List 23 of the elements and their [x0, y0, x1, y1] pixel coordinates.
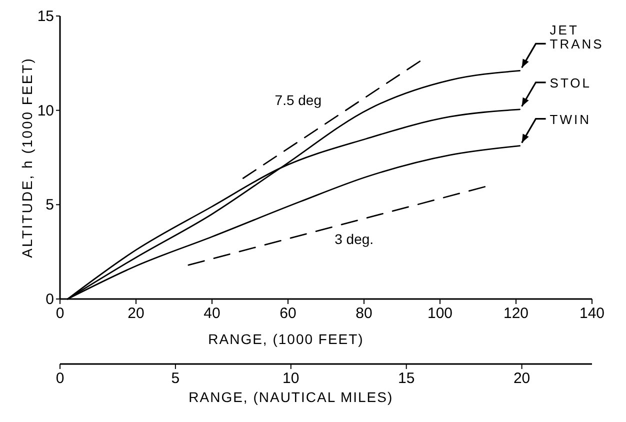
text: TWIN [550, 112, 592, 127]
series-label: 7.5 deg [274, 92, 322, 108]
y-tick-label: 15 [37, 8, 54, 25]
y-tick-label: 0 [46, 291, 54, 308]
x-tick-label: 120 [503, 305, 529, 322]
y-axis-title: ALTITUDE, h (1000 FEET) [19, 57, 35, 258]
x2-tick-label: 15 [398, 370, 415, 387]
x-tick-label: 100 [427, 305, 453, 322]
x2-tick-label: 20 [513, 370, 530, 387]
x2-tick-label: 5 [171, 370, 180, 387]
x-tick-label: 140 [579, 305, 605, 322]
series-label: 3 deg. [334, 230, 374, 247]
x2-axis-title: RANGE, (NAUTICAL MILES) [188, 389, 394, 405]
x-tick-label: 60 [280, 305, 296, 322]
x2-tick-label: 10 [282, 370, 300, 387]
x-tick-label: 40 [204, 305, 220, 322]
y-tick-label: 5 [46, 196, 54, 214]
text: JET TRANS [550, 22, 604, 52]
y-tick-label: 10 [37, 102, 54, 120]
x-tick-label: 20 [128, 305, 144, 322]
x-axis-title: RANGE, (1000 FEET) [208, 331, 364, 347]
text: STOL [550, 75, 592, 90]
x-tick-label: 80 [356, 305, 372, 322]
